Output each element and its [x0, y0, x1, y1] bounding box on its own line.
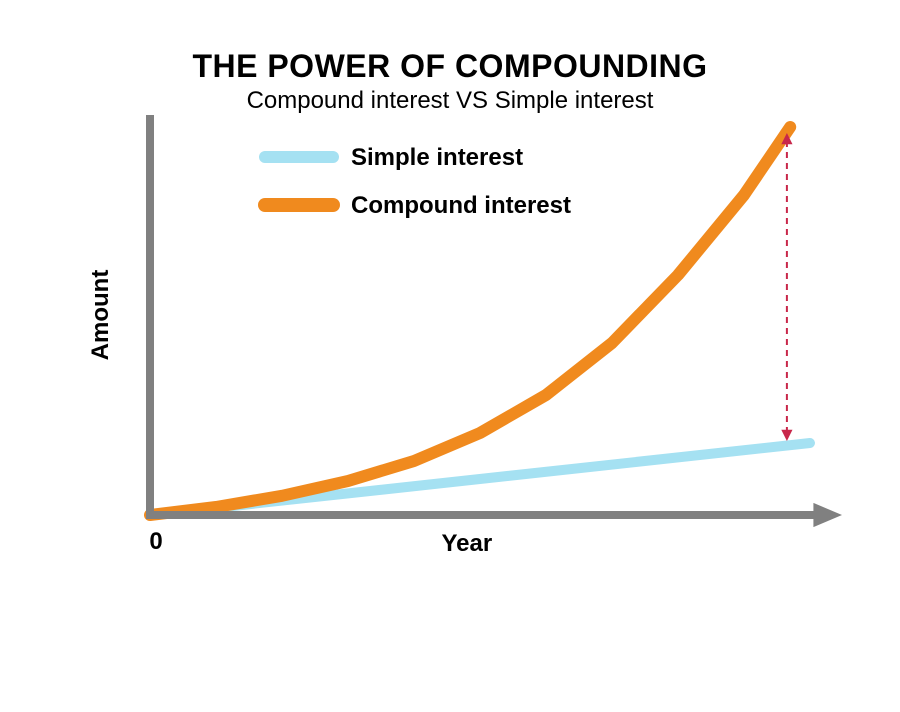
chart-title: THE POWER OF COMPOUNDING	[0, 48, 900, 85]
origin-label: 0	[149, 528, 162, 555]
x-axis-label: Year	[441, 530, 492, 557]
legend-label-0: Simple interest	[351, 144, 523, 171]
y-axis-label: Amount	[87, 270, 114, 361]
chart: 0 Year Amount Simple interest Compound inter…	[0, 115, 900, 675]
chart-svg: 0 Year Amount Simple interest Compound inter…	[0, 115, 900, 675]
difference-arrow-down-icon	[781, 430, 792, 441]
title-block: THE POWER OF COMPOUNDING Compound intere…	[0, 0, 900, 115]
x-axis-arrow-icon	[813, 503, 842, 527]
legend-label-1: Compound interest	[351, 192, 571, 219]
chart-subtitle: Compound interest VS Simple interest	[0, 87, 900, 115]
